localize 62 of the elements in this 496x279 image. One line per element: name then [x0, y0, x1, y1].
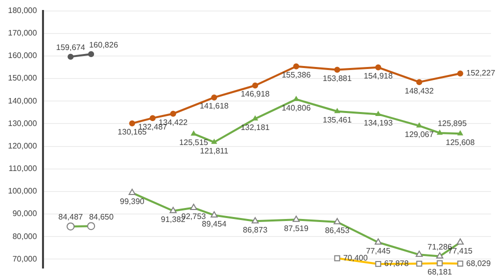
data-label: 134,193 [364, 118, 394, 128]
data-label: 132,181 [240, 122, 270, 132]
data-label: 125,895 [438, 119, 468, 128]
point [190, 130, 196, 136]
point [375, 64, 382, 70]
point [416, 79, 422, 86]
data-label: 153,881 [322, 74, 352, 83]
point [252, 116, 258, 121]
point [211, 139, 217, 144]
point [150, 115, 156, 122]
point [88, 51, 94, 58]
y-tick-label: 80,000 [12, 232, 38, 241]
data-label: 141,618 [200, 102, 230, 111]
y-tick-label: 180,000 [8, 6, 38, 16]
y-tick-label: 160,000 [8, 51, 38, 60]
point [293, 63, 300, 70]
point [457, 70, 464, 77]
point [437, 130, 442, 135]
y-tick-label: 150,000 [8, 74, 38, 83]
data-label: 130,165 [118, 128, 148, 137]
data-label: 86,873 [242, 225, 268, 234]
data-label: 155,386 [282, 70, 312, 80]
y-tick-label: 140,000 [8, 96, 38, 106]
y-tick-label: 100,000 [8, 186, 38, 196]
point [170, 110, 176, 117]
point [458, 130, 463, 136]
data-label: 140,806 [282, 104, 312, 112]
point [376, 111, 381, 116]
data-label: 160,826 [89, 40, 119, 50]
data-label: 84,487 [58, 212, 84, 222]
y-tick-label: 120,000 [8, 141, 38, 150]
y-tick-label: 70,000 [12, 254, 38, 264]
data-label: 125,515 [179, 138, 209, 148]
point [211, 94, 218, 100]
data-label: 84,650 [89, 212, 114, 222]
data-label: 121,811 [200, 146, 229, 156]
y-tick-label: 110,000 [8, 164, 38, 174]
y-tick-label: 170,000 [8, 28, 38, 38]
y-tick-label: 90,000 [12, 209, 38, 218]
data-label: 154,918 [364, 72, 394, 81]
data-label: 148,432 [404, 86, 434, 96]
point [334, 66, 340, 73]
data-label: 68,181 [428, 267, 453, 276]
data-label: 129,067 [404, 130, 434, 140]
point [129, 120, 136, 126]
data-label: 146,918 [240, 90, 270, 99]
data-label: 99,390 [120, 197, 145, 206]
point [334, 108, 340, 114]
data-label: 89,454 [202, 219, 227, 228]
data-label: 152,227 [466, 68, 496, 78]
data-label: 135,461 [322, 116, 352, 125]
point [68, 54, 74, 60]
data-label: 125,608 [446, 138, 476, 147]
y-tick-label: 130,000 [8, 118, 38, 128]
data-label: 67,878 [384, 259, 410, 268]
point [252, 82, 258, 88]
point [294, 96, 299, 102]
data-label: 87,519 [284, 224, 309, 233]
data-label: 77,445 [366, 246, 391, 256]
data-label: 159,674 [56, 42, 86, 52]
data-label: 86,453 [324, 226, 350, 236]
data-label: 68,029 [466, 258, 492, 268]
